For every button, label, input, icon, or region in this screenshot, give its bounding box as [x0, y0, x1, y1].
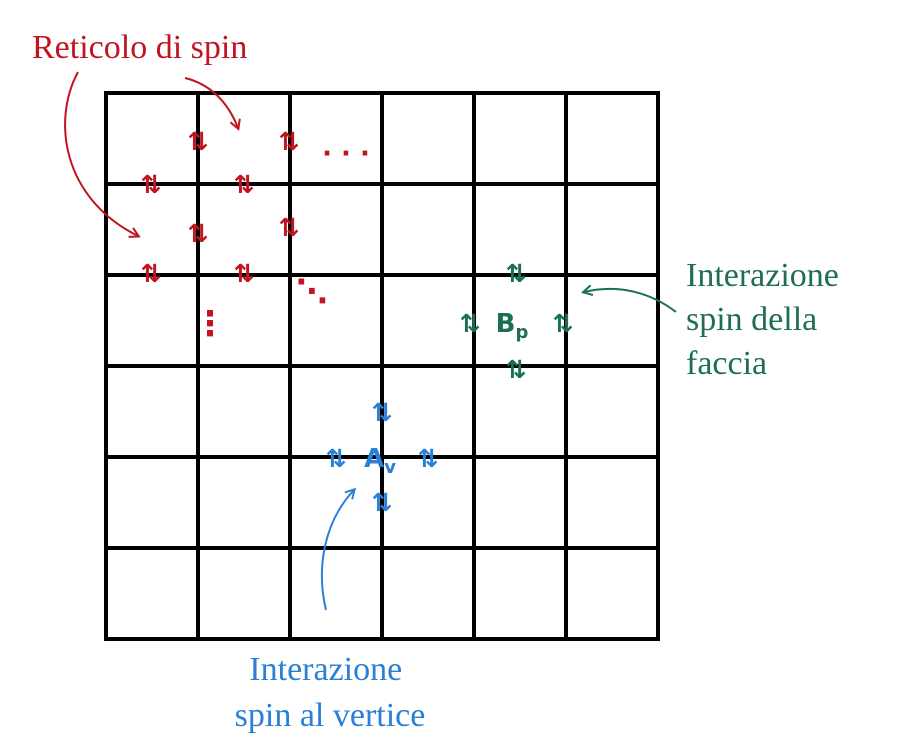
face-label: Interazione spin della faccia	[686, 257, 847, 382]
face-spin-bottom: ⇅	[506, 355, 527, 384]
vertex-operator-letter: A	[364, 444, 384, 474]
vertex-operator-subscript: v	[384, 457, 396, 478]
lattice-ellipses: · · · ⋮ ⋱	[193, 139, 370, 344]
lattice-label-arrow-2	[64, 71, 138, 236]
face-spin-right: ⇅	[553, 309, 574, 338]
diagonal-ellipsis: ⋱	[296, 272, 328, 310]
spin-arrow: ⇅	[279, 213, 300, 242]
vertex-spin-bottom: ⇅	[372, 488, 393, 517]
spin-arrow: ⇅	[188, 127, 209, 156]
face-label-arrow	[584, 289, 677, 313]
spin-arrow: ⇅	[141, 259, 162, 288]
spin-arrow: ⇅	[141, 170, 162, 199]
spin-arrow: ⇅	[279, 127, 300, 156]
face-operator-subscript: p	[515, 322, 528, 343]
face-label-line-3: faccia	[686, 345, 767, 382]
vertex-spin-right: ⇅	[418, 444, 439, 473]
vertex-spin-top: ⇅	[372, 398, 393, 427]
lattice-grid	[104, 91, 660, 641]
face-label-line-1: Interazione	[686, 257, 839, 294]
face-label-line-2: spin della	[686, 301, 817, 338]
vertical-ellipsis: ⋮	[193, 304, 227, 344]
lattice-label-arrow-1	[184, 77, 238, 128]
vertex-spin-left: ⇅	[326, 444, 347, 473]
vertex-label-arrow	[320, 490, 354, 611]
spin-arrow: ⇅	[234, 170, 255, 199]
row-ellipsis: · · ·	[322, 139, 370, 169]
spin-arrow: ⇅	[188, 219, 209, 248]
lattice-label: Reticolo di spin	[32, 29, 247, 66]
vertex-label-line-1: Interazione	[249, 651, 402, 688]
face-spin-left: ⇅	[460, 309, 481, 338]
vertex-label-line-2: spin al vertice	[235, 697, 426, 734]
face-operator: ⇅ ⇅ ⇅ ⇅ Bp	[460, 259, 574, 384]
vertex-label: Interazione spin al vertice	[235, 651, 426, 734]
face-spin-top: ⇅	[506, 259, 527, 288]
spin-arrow: ⇅	[234, 259, 255, 288]
vertex-operator-symbol: Av	[364, 444, 396, 478]
face-operator-letter: B	[496, 309, 516, 339]
lattice-spins: ⇅ ⇅ ⇅ ⇅ ⇅ ⇅ ⇅ ⇅	[141, 127, 300, 288]
face-operator-symbol: Bp	[496, 309, 529, 343]
vertex-operator: ⇅ ⇅ ⇅ ⇅ Av	[326, 398, 439, 517]
